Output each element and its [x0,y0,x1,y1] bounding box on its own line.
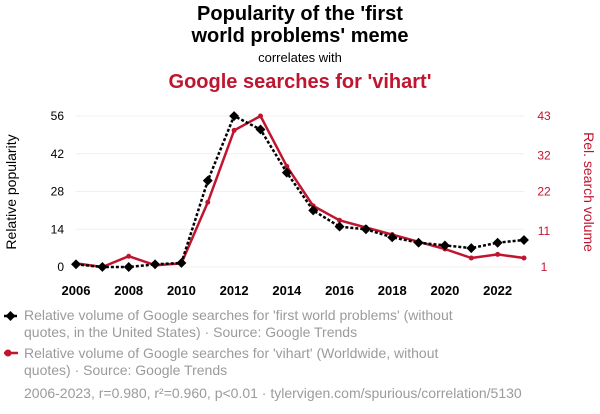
x-tick-label: 2022 [483,283,512,298]
right-tick-label: 1 [541,260,548,274]
left-tick-label: 0 [57,260,64,274]
legend-swatch-marker-black [5,311,16,321]
x-tick-label: 2010 [167,283,196,298]
data-point-vihart [231,127,237,133]
data-point-vihart [284,163,290,169]
left-tick-label: 42 [51,147,65,161]
chart-title-secondary: Google searches for 'vihart' [169,71,432,93]
right-tick-label: 32 [537,149,551,163]
legend-entry-2-line2: quotes) · Source: Google Trends [24,362,227,378]
data-point-vihart [126,253,132,259]
data-point-first-world-problems [334,221,345,232]
data-point-first-world-problems [439,240,450,251]
legend: Relative volume of Google searches for '… [4,307,453,378]
data-point-vihart [521,255,527,261]
data-point-first-world-problems [466,243,477,254]
x-tick-label: 2008 [114,283,143,298]
data-point-first-world-problems [176,258,187,268]
data-point-first-world-problems [150,259,161,270]
right-axis-label: Rel. search volume [581,132,597,252]
legend-entry-2-line1: Relative volume of Google searches for '… [24,345,438,361]
x-tick-label: 2018 [378,283,407,298]
data-point-first-world-problems [492,237,503,248]
data-point-first-world-problems [413,237,424,248]
chart-footer: 2006-2023, r=0.980, r²=0.960, p<0.01 · t… [24,385,522,401]
data-point-vihart [337,217,343,223]
x-tick-label: 2006 [62,283,91,298]
legend-swatch-marker-red [4,349,12,357]
left-axis-label: Relative popularity [3,134,19,249]
x-tick-label: 2020 [430,283,459,298]
data-point-first-world-problems [123,262,134,272]
data-point-first-world-problems [229,111,240,121]
legend-entry-1-line2: quotes, in the United States) · Source: … [24,324,357,340]
data-point-first-world-problems [387,232,398,243]
x-tick-label: 2016 [325,283,354,298]
chart-title-line1: Popularity of the 'first [197,3,403,25]
data-point-first-world-problems [97,262,108,272]
left-axis-ticks: 0 14 28 42 56 [51,109,65,274]
legend-entry-1-line1: Relative volume of Google searches for '… [24,307,453,323]
data-point-first-world-problems [202,175,213,186]
data-point-vihart [257,113,263,119]
x-tick-label: 2012 [220,283,249,298]
data-point-vihart [468,255,474,261]
data-point-first-world-problems [519,235,529,245]
data-point-first-world-problems [71,259,81,270]
series-layer [71,111,529,272]
chart-title-line2: world problems' meme [190,25,408,47]
chart-subtitle: correlates with [258,50,342,65]
left-tick-label: 28 [51,185,65,199]
right-tick-label: 22 [537,185,551,199]
data-point-vihart [495,251,501,257]
x-tick-label: 2014 [272,283,302,298]
right-tick-label: 11 [538,224,551,238]
data-point-vihart [205,199,211,205]
left-tick-label: 14 [51,222,65,236]
left-tick-label: 56 [51,109,65,123]
x-axis-ticks: 2006 2008 2010 2012 2014 2016 2018 2020 2022 [62,283,513,298]
right-tick-label: 43 [537,109,551,123]
